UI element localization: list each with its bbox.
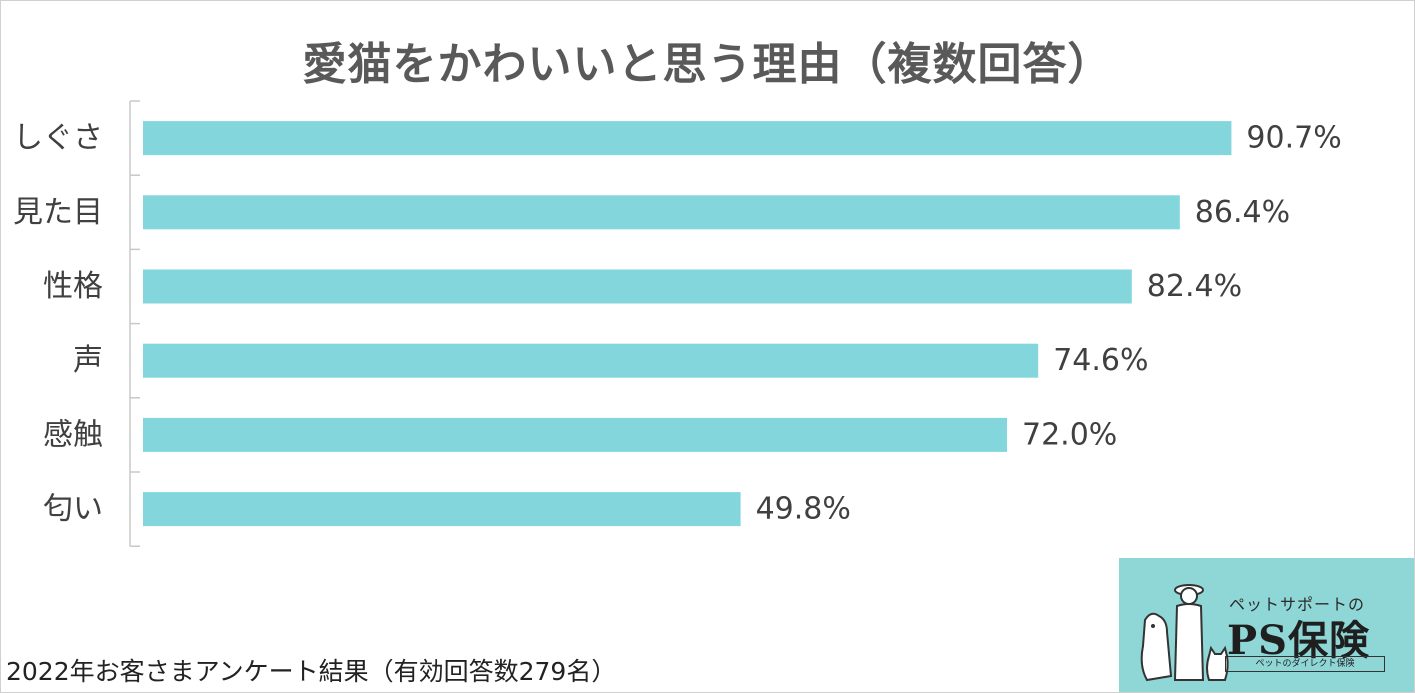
bar: [143, 121, 1232, 156]
bar: [143, 269, 1132, 304]
value-label: 49.8%: [756, 492, 851, 527]
person-with-pets-icon: [1140, 584, 1229, 682]
category-label: 匂い: [43, 492, 103, 527]
chart-title: 愛猫をかわいいと思う理由（複数回答）: [302, 39, 1113, 90]
bar: [143, 343, 1039, 378]
bar: [143, 417, 1007, 452]
value-label: 74.6%: [1053, 343, 1148, 378]
category-label: 性格: [43, 269, 103, 304]
category-label: 見た目: [13, 195, 103, 230]
value-label: 72.0%: [1022, 417, 1117, 452]
category-label: 声: [73, 343, 103, 378]
value-label: 82.4%: [1147, 269, 1242, 304]
logo-caption: ペットサポートの: [1229, 595, 1366, 614]
category-label: 感触: [43, 417, 103, 452]
bar: [143, 195, 1180, 230]
value-label: 90.7%: [1246, 121, 1341, 156]
ps-insurance-logo: ペットサポートの PS保険 ペットのダイレクト保険: [1119, 558, 1414, 692]
bar: [143, 492, 741, 527]
survey-footnote: 2022年お客さまアンケート結果（有効回答数279名）: [6, 657, 617, 686]
logo-tagline: ペットのダイレクト保険: [1225, 656, 1385, 672]
value-label: 86.4%: [1195, 195, 1290, 230]
category-label: しぐさ: [13, 121, 103, 156]
